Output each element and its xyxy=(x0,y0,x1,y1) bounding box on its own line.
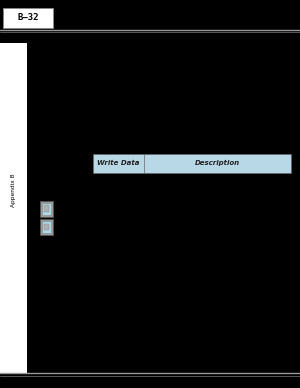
Bar xyxy=(42,221,51,233)
Text: Appendix B: Appendix B xyxy=(11,173,16,207)
Bar xyxy=(93,154,291,173)
Bar xyxy=(42,203,51,215)
Bar xyxy=(3,8,52,28)
Bar xyxy=(44,206,49,212)
Bar xyxy=(40,201,53,217)
Text: B–32: B–32 xyxy=(17,13,38,23)
Bar xyxy=(0,43,27,374)
Text: Description: Description xyxy=(195,160,240,166)
Bar xyxy=(44,224,49,230)
Bar xyxy=(40,219,53,235)
Text: Write Data: Write Data xyxy=(97,160,140,166)
